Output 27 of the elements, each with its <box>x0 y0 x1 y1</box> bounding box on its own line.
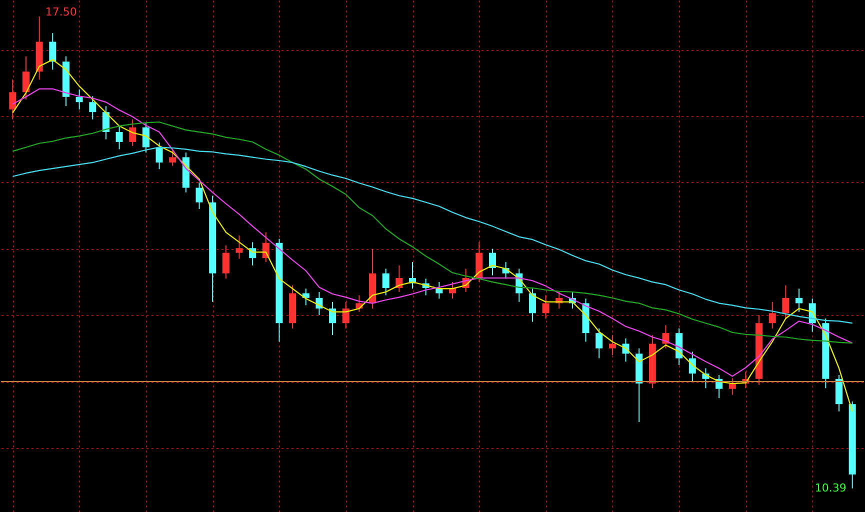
candlestick <box>142 122 150 154</box>
candlestick <box>382 268 390 296</box>
candlestick <box>9 79 16 120</box>
candlestick <box>542 294 550 319</box>
candlestick <box>156 142 163 170</box>
candlestick <box>222 244 230 280</box>
candlestick <box>76 89 83 110</box>
annotation: 10.39 <box>814 481 846 494</box>
candlestick <box>89 96 96 120</box>
candlestick <box>196 182 203 210</box>
annotation: 17.50 <box>45 6 77 19</box>
candlestick <box>329 301 336 336</box>
candlestick <box>596 328 603 359</box>
candlestick <box>236 235 243 260</box>
candlestick <box>768 301 776 329</box>
candlestick <box>129 118 136 146</box>
candlestick <box>608 334 616 356</box>
candlestick <box>169 148 176 166</box>
candlestick <box>22 56 30 100</box>
candlestick <box>342 301 350 329</box>
candlestick <box>782 284 790 319</box>
candlestick <box>528 288 536 322</box>
candlestick <box>488 248 496 276</box>
candlestick <box>796 288 803 312</box>
candlestick <box>116 126 123 150</box>
candlestick <box>728 378 736 396</box>
candlestick <box>49 32 56 70</box>
